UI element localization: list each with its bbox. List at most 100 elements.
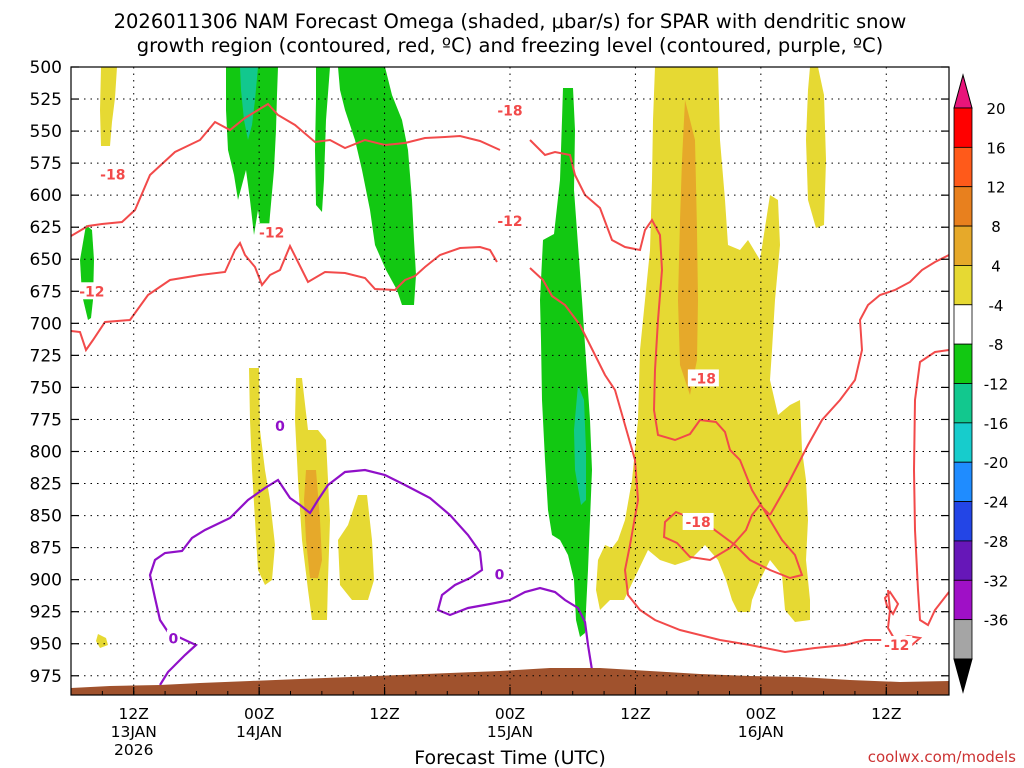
colorbar-label: -12: [984, 376, 1009, 394]
x-axis-label: Forecast Time (UTC): [414, 747, 605, 768]
yellow-region: [96, 634, 108, 648]
contour-label-bg: [494, 101, 526, 119]
isotherm-minus12-east: [529, 267, 923, 654]
colorbar-label: -20: [984, 454, 1009, 472]
colorbar-label: -36: [984, 612, 1009, 630]
isotherm-minus18-east: [529, 139, 804, 580]
colorbar-swatch: [953, 225, 973, 266]
x-tick-label: 12Z: [119, 705, 149, 723]
contour-label: -18: [497, 104, 522, 120]
colorbar-top-triangle: [953, 73, 973, 109]
colorbar-swatch: [953, 540, 973, 581]
colorbar-label: 16: [986, 139, 1005, 157]
y-tick-label: 600: [30, 186, 62, 206]
x-tick-label: 00Z: [244, 705, 274, 723]
contour-label: -18: [691, 371, 716, 387]
y-tick-label: 500: [30, 58, 62, 78]
y-tick-label: 700: [30, 314, 62, 334]
colorbar-label: -8: [989, 336, 1004, 354]
colorbar-label: -4: [989, 297, 1004, 315]
omega-green-regions: [80, 67, 592, 637]
terrain: [71, 668, 949, 695]
x-tick-label: 15JAN: [487, 723, 533, 741]
isotherm-minus12-north: [769, 254, 949, 516]
y-tick-label: 825: [30, 475, 62, 495]
omega-teal-regions: [240, 67, 586, 505]
y-tick-label: 900: [30, 571, 62, 591]
contour-label: -12: [497, 214, 522, 230]
credit-text: coolwx.com/models: [868, 748, 1016, 766]
x-tick-label: 00Z: [495, 705, 525, 723]
colorbar-label: -28: [984, 533, 1009, 551]
contour-label: 0: [495, 568, 505, 584]
green-region: [315, 67, 330, 212]
colorbar-swatch: [953, 383, 973, 424]
contour-label: -12: [79, 284, 104, 300]
y-tick-label: 750: [30, 378, 62, 398]
green-region: [226, 67, 278, 240]
x-tick-label: 14JAN: [236, 723, 282, 741]
colorbar-swatch: [953, 304, 973, 345]
colorbar-label: 12: [986, 179, 1005, 197]
x-tick-label: 12Z: [620, 705, 650, 723]
y-tick-label: 550: [30, 122, 62, 142]
y-tick-label: 575: [30, 154, 62, 174]
contour-label-bg: [97, 165, 129, 183]
isotherm-minus12-loop: [883, 590, 900, 616]
contour-label-bg: [881, 636, 913, 654]
isotherm-minus12-far-east: [912, 349, 949, 627]
colorbar-bottom-triangle: [953, 658, 973, 694]
colorbar-label: 8: [991, 218, 1001, 236]
yellow-region: [338, 495, 374, 600]
yellow-region: [806, 67, 826, 228]
colorbar-swatch: [953, 619, 973, 660]
y-tick-label: 875: [30, 539, 62, 559]
contour-label-bg: [493, 565, 507, 583]
contour-label: -12: [259, 225, 284, 241]
y-tick-label: 650: [30, 250, 62, 270]
colorbar-swatch: [953, 461, 973, 502]
contour-label-bg: [494, 211, 526, 229]
colorbar: 20 16 12 8 4 -4 -8 -12 -16 -20 -24 -28 -32 -36: [953, 73, 1009, 694]
y-tick-label: 725: [30, 346, 62, 366]
contour-label: -12: [884, 638, 909, 654]
colorbar-swatch: [953, 146, 973, 188]
colorbar-swatch: [953, 422, 973, 463]
omega-orange-regions: [304, 100, 698, 578]
contour-label-bg: [687, 369, 719, 387]
chart-title-line2: growth region (contoured, red, ºC) and f…: [137, 34, 884, 57]
colorbar-swatch: [953, 501, 973, 542]
x-tick-label: 13JAN: [111, 723, 157, 741]
chart-title-line1: 2026011306 NAM Forecast Omega (shaded, μ…: [114, 10, 907, 33]
y-tick-label: 625: [30, 218, 62, 238]
isotherm-minus18-west: [71, 102, 501, 237]
contour-labels: -18 -18 -12 -12 -12 -18 -18 -12 0 0 0: [76, 101, 913, 654]
green-region: [540, 88, 592, 637]
x-tick-label: 12Z: [369, 705, 399, 723]
contour-label: -18: [100, 168, 125, 184]
contour-label: 0: [169, 632, 179, 648]
freezing-line-0c: [148, 468, 594, 686]
gridlines: [71, 66, 949, 695]
freezing-level: [148, 468, 594, 686]
x-tick-label: 2026: [114, 741, 153, 759]
colorbar-swatch: [953, 265, 973, 306]
y-tick-label: 675: [30, 282, 62, 302]
y-tick-label: 525: [30, 90, 62, 110]
colorbar-label: 4: [991, 257, 1001, 275]
y-tick-label: 850: [30, 507, 62, 527]
colorbar-swatch: [953, 579, 973, 621]
isotherm-minus12-west: [71, 240, 498, 353]
colorbar-swatch: [953, 186, 973, 227]
x-tick-label: 12Z: [871, 705, 901, 723]
colorbar-swatch: [953, 343, 973, 384]
yellow-region: [100, 67, 117, 146]
contour-label: -18: [685, 515, 710, 531]
yellow-region: [249, 368, 275, 585]
y-tick-label: 800: [30, 442, 62, 462]
y-tick-label: 950: [30, 635, 62, 655]
orange-region: [304, 470, 322, 578]
x-tick-label: 16JAN: [738, 723, 784, 741]
